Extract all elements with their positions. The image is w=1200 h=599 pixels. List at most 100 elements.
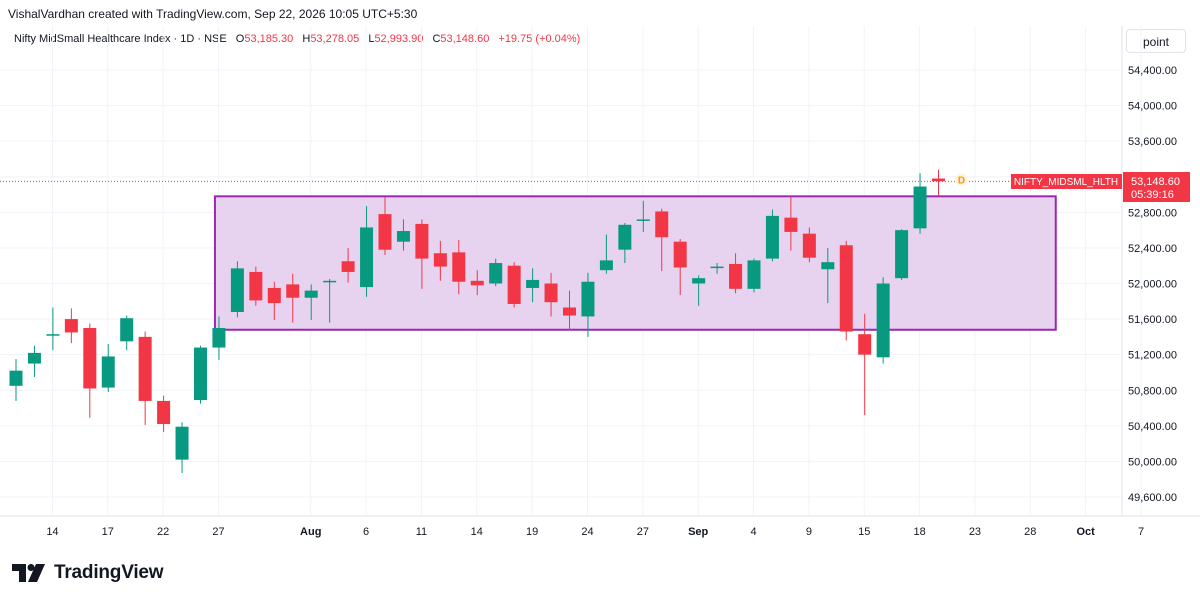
candle <box>765 209 779 262</box>
candle-body <box>544 283 558 303</box>
candle-body <box>341 261 355 272</box>
chart-header: VishalVardhan created with TradingView.c… <box>0 0 1200 26</box>
candle <box>433 240 447 281</box>
legend-close-label: C <box>432 33 441 45</box>
x-tick-label: 27 <box>637 526 649 538</box>
candlestick-chart[interactable]: D NIFTY_MIDSML_HLTH 49,600.00 50,000.00 50,… <box>0 0 1200 560</box>
candle <box>212 316 226 361</box>
price-axis[interactable]: 49,600.00 50,000.00 50,400.00 50,800.00 51,2… <box>1123 65 1190 504</box>
candle-body <box>839 245 853 332</box>
candle-body <box>895 230 909 279</box>
legend-high-value: 53,278.05 <box>310 33 360 45</box>
candle-body <box>729 263 743 289</box>
candle-body <box>267 287 281 304</box>
candle <box>452 239 466 295</box>
candle-body <box>396 231 410 242</box>
candle-body <box>175 426 189 460</box>
candle-body <box>858 334 872 355</box>
candle <box>470 270 484 296</box>
x-tick-label: 18 <box>913 526 925 538</box>
candle <box>489 258 503 287</box>
candle-body <box>194 347 207 401</box>
x-tick-label: 23 <box>969 526 981 538</box>
candle <box>581 272 595 337</box>
candle-body <box>27 352 41 364</box>
dividend-marker-icon <box>955 173 968 186</box>
candle <box>821 247 835 304</box>
candle <box>83 323 97 418</box>
candle-body <box>415 223 429 259</box>
candle <box>64 308 78 344</box>
candle <box>507 262 521 308</box>
x-tick-label: 17 <box>102 526 114 538</box>
legend-change: +19.75 (+0.04%) <box>498 33 581 45</box>
legend-high-label: H <box>302 33 311 45</box>
y-tick-label: 50,800.00 <box>1128 385 1177 397</box>
candle-body <box>452 252 466 282</box>
candle-body <box>673 241 687 268</box>
last-price-tag-bg <box>1123 172 1190 202</box>
candle <box>101 343 115 393</box>
candle-body <box>46 334 60 336</box>
x-tick-label: 7 <box>1138 526 1144 538</box>
tradingview-logo-icon <box>12 564 45 582</box>
y-tick-label: 54,000.00 <box>1128 101 1177 113</box>
candle <box>710 263 724 274</box>
candle-body <box>563 307 576 316</box>
candle-body <box>618 224 632 250</box>
candle-body <box>230 268 244 312</box>
candle <box>360 206 374 297</box>
y-tick-label: 50,400.00 <box>1128 421 1177 433</box>
candle <box>895 229 909 280</box>
candle <box>175 422 189 473</box>
dividend-marker-label: D <box>958 175 965 186</box>
candle <box>729 253 743 294</box>
candle-body <box>489 263 503 284</box>
candle-body <box>360 227 374 288</box>
candle-body <box>378 214 392 250</box>
candle-body <box>655 211 669 238</box>
y-tick-label: 52,000.00 <box>1128 279 1177 291</box>
symbol-tag: NIFTY_MIDSML_HLTH <box>1014 177 1118 188</box>
candle <box>157 395 171 433</box>
candle-body <box>507 265 521 304</box>
price-unit-button[interactable]: point <box>1126 29 1186 53</box>
candle-body <box>9 370 23 386</box>
candle <box>341 247 355 283</box>
y-tick-label: 52,800.00 <box>1128 207 1177 219</box>
candle-body <box>433 253 447 267</box>
candle-body <box>932 178 945 182</box>
candle-body <box>599 260 613 271</box>
candle-body <box>636 219 650 221</box>
x-tick-label: 27 <box>212 526 224 538</box>
y-tick-label: 54,400.00 <box>1128 65 1177 77</box>
candle-body <box>249 271 263 301</box>
last-price-layer: D NIFTY_MIDSML_HLTH <box>0 173 1122 189</box>
y-tick-label: 50,000.00 <box>1128 456 1177 468</box>
candle <box>378 197 392 256</box>
candle <box>563 290 576 331</box>
candle-body <box>323 280 337 283</box>
candle <box>249 266 263 306</box>
tradingview-logo[interactable]: TradingView <box>12 562 164 584</box>
legend-low-value: 52,993.90 <box>374 33 424 45</box>
candle-body <box>784 217 798 232</box>
legend-symbol[interactable]: Nifty MidSmall Healthcare Index · 1D · N… <box>14 33 227 45</box>
created-by-text: VishalVardhan created with TradingView.c… <box>8 7 418 21</box>
candle-body <box>765 215 779 259</box>
candle <box>599 234 613 274</box>
candles-layer <box>9 169 945 473</box>
candle <box>138 331 152 425</box>
candle <box>526 268 540 303</box>
candle <box>544 272 558 317</box>
candle <box>618 223 632 264</box>
candle-body <box>64 319 78 333</box>
candle <box>858 313 872 416</box>
candle <box>396 219 410 251</box>
candle-body <box>747 260 761 289</box>
y-tick-label: 53,600.00 <box>1128 136 1177 148</box>
candle <box>784 196 798 251</box>
time-axis[interactable]: 14 17 22 27 Aug 6 11 14 19 24 27 Sep 4 9 15 18 23 28 Oct 7 <box>46 526 1144 538</box>
x-tick-label: 28 <box>1024 526 1036 538</box>
x-tick-label: Aug <box>300 526 321 538</box>
